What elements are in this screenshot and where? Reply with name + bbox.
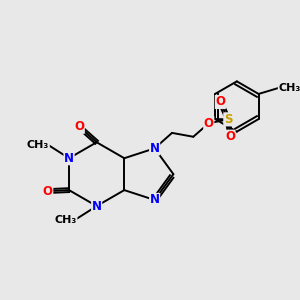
- Text: N: N: [92, 200, 102, 213]
- Text: N: N: [150, 194, 160, 206]
- Text: N: N: [150, 142, 160, 155]
- Text: O: O: [225, 130, 235, 143]
- Text: S: S: [224, 113, 232, 126]
- Text: CH₃: CH₃: [27, 140, 49, 150]
- Text: O: O: [204, 117, 214, 130]
- Text: CH₃: CH₃: [55, 214, 77, 225]
- Text: N: N: [64, 152, 74, 165]
- Text: O: O: [43, 184, 53, 198]
- Text: CH₃: CH₃: [278, 83, 300, 93]
- Text: O: O: [74, 120, 84, 133]
- Text: O: O: [215, 95, 225, 109]
